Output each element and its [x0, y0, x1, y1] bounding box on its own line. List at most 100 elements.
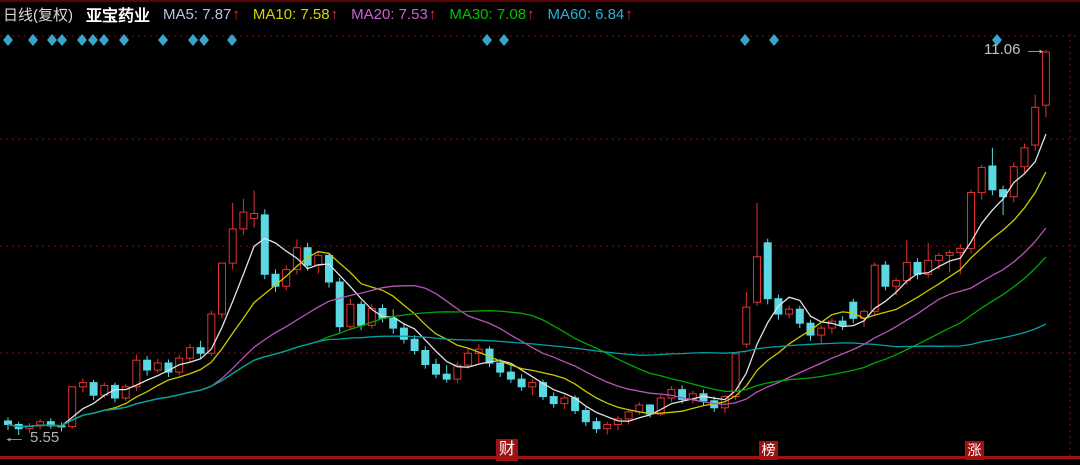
diamond-marker-icon [3, 34, 13, 46]
candle-up [742, 306, 751, 345]
candle-up [1009, 166, 1018, 198]
candle-up [977, 166, 986, 194]
candle-down [506, 371, 515, 380]
ma60-line [7, 323, 1047, 428]
candle-down [539, 382, 547, 398]
bottom-border-line [0, 456, 1080, 459]
candle-down [89, 382, 98, 396]
ma-legend-text: MA5: 7.87 [163, 5, 232, 23]
candle-down [581, 410, 590, 423]
candle-up [250, 213, 259, 219]
watermark-zhang: 涨 [965, 441, 984, 460]
candle-down [410, 338, 419, 351]
candle-up [314, 254, 323, 266]
candle-down [164, 362, 173, 373]
ma-legend-text: MA60: 6.84 [547, 5, 625, 23]
candle-up [967, 192, 975, 249]
candle-up [528, 382, 537, 388]
high-price-label: 11.06 → [984, 41, 1049, 58]
candle-down [592, 421, 601, 430]
candle-up [870, 264, 879, 312]
candle-down [496, 362, 505, 373]
diamond-marker-icon [499, 34, 509, 46]
watermark-bang: 榜 [759, 441, 778, 460]
low-price-value: 5.55 [30, 429, 60, 446]
ma-legend-item-10[interactable]: MA10: 7.58 ↑ [253, 6, 338, 23]
candle-down [517, 378, 526, 388]
candle-up [603, 424, 612, 430]
diamond-marker-icon [482, 34, 492, 46]
candle-down [988, 165, 997, 191]
candle-up [945, 252, 954, 256]
ma-legend-item-5[interactable]: MA5: 7.87 ↑ [163, 6, 240, 23]
candle-up [218, 262, 226, 315]
up-arrow-icon: ↑ [428, 5, 437, 23]
diamond-marker-icon [188, 34, 198, 46]
candle-up [817, 327, 826, 336]
ma-legend-text: MA10: 7.58 [252, 5, 330, 23]
top-border-line [0, 0, 1080, 2]
candle-down [913, 261, 922, 275]
candle-down [325, 254, 333, 283]
candle-up [1020, 147, 1029, 168]
candle-down [678, 389, 687, 400]
diamond-marker-icon [199, 34, 209, 46]
candle-down [143, 359, 152, 371]
candle-up [924, 259, 933, 275]
candle-down [795, 308, 804, 324]
candle-up [207, 313, 216, 354]
candle-down [335, 281, 344, 328]
candle-down [303, 247, 312, 266]
candle-down [549, 396, 558, 405]
diamond-marker-icon [88, 34, 98, 46]
candle-up [68, 386, 77, 428]
ma5-line [7, 133, 1047, 428]
ma10-line [7, 171, 1047, 428]
candles-layer [4, 50, 1050, 435]
up-arrow-icon: ↑ [330, 5, 339, 23]
diamond-markers-layer [3, 34, 1002, 46]
up-arrow-icon: ↑ [232, 5, 240, 23]
up-arrow-icon: ↑ [625, 5, 633, 23]
ma-legend-item-30[interactable]: MA30: 7.08 ↑ [449, 6, 534, 23]
candle-down [838, 320, 847, 326]
high-price-value: 11.06 [984, 41, 1021, 58]
candle-down [849, 301, 858, 319]
candle-up [785, 308, 794, 315]
candle-down [196, 347, 205, 354]
candle-up [934, 254, 943, 261]
diamond-marker-icon [77, 34, 87, 46]
candle-up [121, 386, 130, 399]
stock-name[interactable]: 亚宝药业 [86, 8, 151, 25]
ma-legend-item-20[interactable]: MA20: 7.53 ↑ [351, 6, 436, 23]
period-label[interactable]: 日线(复权) [3, 6, 73, 24]
candle-up [753, 256, 761, 303]
candle-down [763, 242, 772, 300]
candle-down [806, 322, 815, 336]
candle-down [260, 214, 269, 275]
candle-up [656, 397, 665, 415]
candle-up [613, 418, 622, 425]
diamond-marker-icon [47, 34, 57, 46]
candle-up [153, 362, 162, 371]
ma-legend-text: MA20: 7.53 [351, 5, 428, 23]
diamond-marker-icon [99, 34, 109, 46]
diamond-marker-icon [57, 34, 67, 46]
candle-up [282, 268, 291, 287]
low-price-label: ← 5.55 [2, 429, 60, 446]
left-arrow-icon: ← [1, 429, 28, 446]
candle-up [560, 397, 569, 405]
candle-up [453, 364, 462, 380]
candle-up [956, 247, 965, 254]
candle-up [228, 228, 237, 264]
ma-legend-item-60[interactable]: MA60: 6.84 ↑ [548, 6, 633, 23]
ma-legend: MA5: 7.87 ↑ MA10: 7.58 ↑ MA20: 7.53 ↑ MA30: 7.… [163, 6, 633, 23]
watermark-cai: 财 [496, 439, 518, 461]
candle-up [1031, 106, 1040, 146]
candle-up [239, 211, 248, 230]
diamond-marker-icon [769, 34, 779, 46]
diamond-marker-icon [227, 34, 237, 46]
candle-up [892, 280, 901, 287]
ma30-line [7, 256, 1047, 428]
